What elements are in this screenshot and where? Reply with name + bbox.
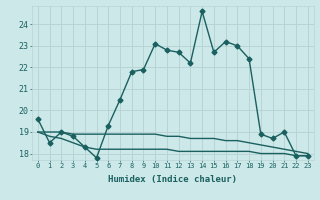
X-axis label: Humidex (Indice chaleur): Humidex (Indice chaleur): [108, 175, 237, 184]
